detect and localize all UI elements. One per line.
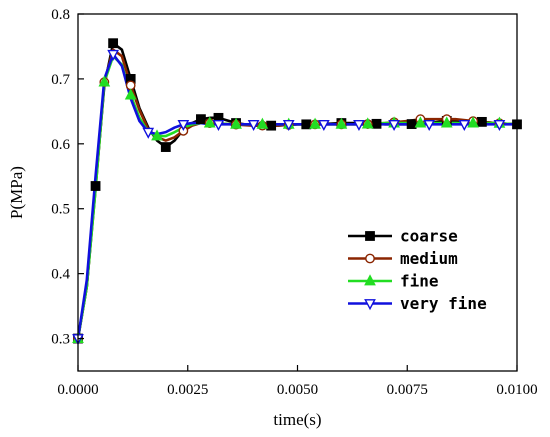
data-point-very-fine (177, 119, 190, 132)
data-point-coarse (266, 120, 277, 131)
legend-swatch-marker (365, 253, 375, 264)
y-tick-label: 0.4 (51, 267, 70, 283)
legend-swatch-marker (365, 231, 375, 241)
data-point-fine (256, 117, 269, 129)
y-tick-label: 0.7 (51, 72, 70, 88)
data-point-fine (98, 75, 111, 87)
data-point-coarse (160, 142, 171, 152)
data-point-coarse (301, 119, 312, 130)
legend-item-fine: fine (348, 272, 439, 291)
data-point-very-fine (247, 119, 260, 132)
data-point-very-fine (458, 119, 471, 132)
data-point-fine (151, 129, 163, 141)
data-point-fine (124, 88, 137, 100)
legend-item-very-fine: very fine (348, 294, 487, 313)
data-point-medium (125, 80, 136, 91)
data-point-fine (230, 117, 242, 129)
axis-ticks (77, 13, 518, 371)
data-point-fine (335, 117, 348, 129)
data-point-fine (414, 116, 427, 128)
legend-item-coarse: coarse (348, 227, 458, 246)
legend-item-medium: medium (348, 249, 458, 268)
data-point-fine (203, 116, 216, 128)
plot-frame (77, 13, 518, 372)
x-tick-label: 0.0050 (277, 382, 318, 398)
legend-label: very fine (400, 294, 487, 313)
data-point-fine (467, 116, 479, 128)
data-point-very-fine (212, 119, 225, 132)
legend-label: coarse (400, 227, 458, 246)
data-point-fine (440, 116, 453, 128)
y-tick-label: 0.8 (51, 7, 70, 23)
data-point-very-fine (493, 119, 506, 132)
data-point-very-fine (282, 119, 295, 132)
data-point-fine (309, 117, 321, 129)
data-point-coarse (108, 38, 119, 49)
x-tick-label: 0.0025 (167, 382, 208, 398)
data-point-coarse (476, 116, 487, 127)
y-tick-label: 0.6 (51, 137, 70, 153)
data-point-very-fine (353, 119, 365, 132)
data-point-very-fine (423, 119, 436, 132)
legend-label: fine (400, 272, 439, 291)
x-tick-label: 0.0075 (387, 382, 428, 398)
data-point-very-fine (317, 119, 330, 132)
data-point-coarse (406, 119, 417, 129)
data-point-coarse (90, 181, 101, 191)
legend-swatch-marker (364, 299, 376, 311)
x-tick-label: 0.0100 (496, 382, 537, 398)
axis-tick-labels: 0.0000 0.0025 0.0050 0.0075 0.0100 0.3 0.4 0.5 0… (51, 7, 537, 398)
data-point-very-fine (388, 119, 400, 132)
y-tick-label: 0.3 (51, 332, 70, 348)
x-tick-label: 0.0000 (57, 382, 98, 398)
legend: coarse medium fine very fine (348, 227, 487, 313)
y-tick-label: 0.5 (51, 202, 70, 218)
data-point-very-fine (107, 49, 119, 61)
legend-swatch-marker (364, 274, 376, 286)
data-point-fine (361, 117, 374, 129)
series-markers (72, 38, 522, 346)
y-axis-title: P(MPa) (7, 166, 26, 219)
data-point-coarse (196, 114, 206, 125)
legend-label: medium (400, 249, 458, 268)
data-point-very-fine (142, 127, 155, 139)
data-point-coarse (371, 118, 382, 129)
x-axis-title: time(s) (273, 410, 321, 429)
